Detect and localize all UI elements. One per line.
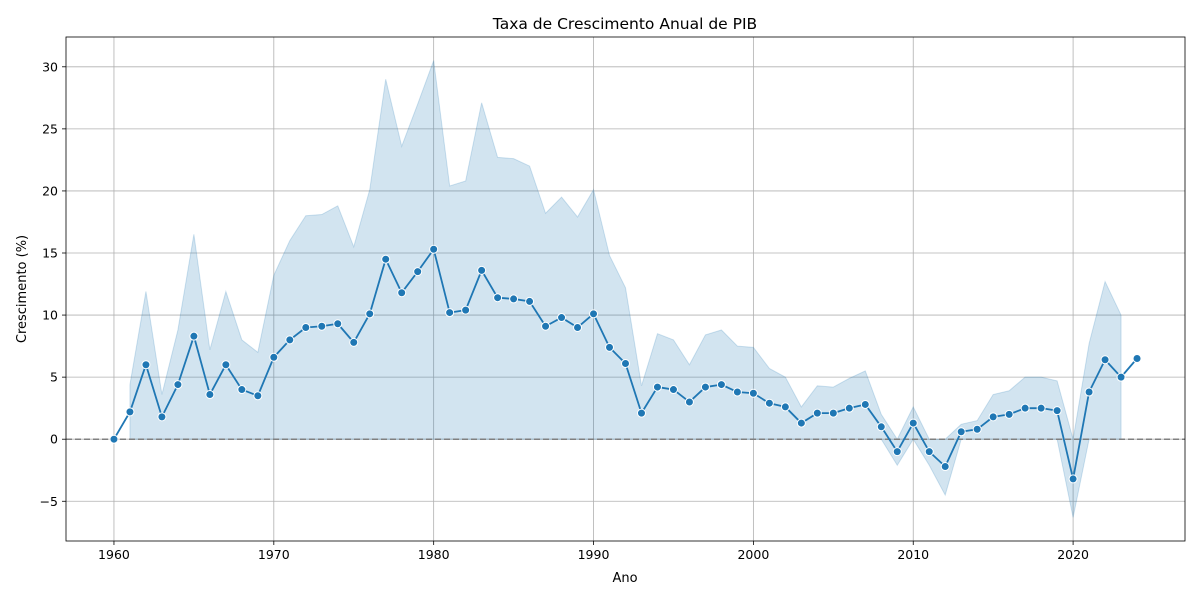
data-point <box>413 267 423 277</box>
data-point <box>1132 354 1142 364</box>
data-point <box>924 447 934 457</box>
x-tick-label: 1970 <box>258 547 290 562</box>
data-point <box>317 321 327 331</box>
data-point <box>509 294 519 304</box>
data-point <box>652 382 662 392</box>
data-point <box>365 309 375 319</box>
data-point <box>269 352 279 362</box>
y-tick-label: 15 <box>42 246 58 261</box>
data-point <box>860 399 870 409</box>
data-point <box>477 265 487 275</box>
data-point <box>956 427 966 437</box>
x-tick-label: 1990 <box>578 547 610 562</box>
data-point <box>557 313 567 323</box>
x-tick-label: 1960 <box>98 547 130 562</box>
data-point <box>668 385 678 395</box>
chart-title: Taxa de Crescimento Anual de PIB <box>492 15 757 33</box>
data-point <box>221 360 231 370</box>
data-point <box>189 331 199 341</box>
data-point <box>876 422 886 432</box>
x-tick-label: 2010 <box>897 547 929 562</box>
series-layer <box>109 244 1142 484</box>
data-point <box>493 293 503 303</box>
data-point <box>253 391 263 401</box>
data-point <box>1052 406 1062 416</box>
data-point <box>605 342 615 352</box>
plot-frame <box>65 36 1186 542</box>
x-axis-label: Ano <box>612 571 637 586</box>
data-point <box>940 462 950 472</box>
data-point <box>285 335 295 345</box>
y-tick-label: 0 <box>50 432 58 447</box>
data-point <box>621 358 630 368</box>
data-point <box>109 434 119 444</box>
data-point <box>780 402 790 412</box>
data-point <box>525 296 535 306</box>
data-point <box>1084 387 1094 397</box>
data-point <box>589 309 599 319</box>
data-point <box>237 385 247 395</box>
data-point <box>573 322 583 332</box>
x-axis-ticks: 1960 1970 1980 1990 2000 2010 2020 <box>98 541 1089 562</box>
data-point <box>988 412 998 422</box>
data-point <box>205 390 215 400</box>
data-point <box>157 412 167 422</box>
data-point <box>972 424 982 434</box>
y-tick-label: 10 <box>42 308 58 323</box>
data-point <box>684 397 694 407</box>
data-point <box>1036 403 1046 413</box>
y-tick-label: 20 <box>42 183 58 198</box>
data-point <box>1100 355 1110 365</box>
y-axis-ticks: −5 0 5 10 15 20 25 30 <box>40 59 66 509</box>
data-point <box>381 254 391 264</box>
data-point <box>1116 372 1126 382</box>
data-point <box>333 319 343 329</box>
data-point <box>1020 403 1030 413</box>
data-point <box>844 403 854 413</box>
data-point <box>397 288 407 298</box>
data-point <box>461 305 471 315</box>
data-point <box>541 321 551 331</box>
y-tick-label: 5 <box>50 370 58 385</box>
data-point <box>636 408 646 418</box>
data-point <box>812 408 822 418</box>
y-tick-label: 30 <box>42 59 58 74</box>
x-tick-label: 1980 <box>418 547 450 562</box>
grid-lines <box>66 37 1185 541</box>
data-point <box>732 387 742 397</box>
y-axis-label: Crescimento (%) <box>15 235 30 343</box>
data-point <box>892 447 902 457</box>
data-point <box>445 308 455 318</box>
data-point <box>748 388 758 398</box>
x-tick-label: 2000 <box>737 547 769 562</box>
data-point <box>828 408 838 418</box>
y-tick-label: 25 <box>42 121 58 136</box>
data-point <box>173 380 183 390</box>
data-point <box>349 337 359 347</box>
data-point <box>716 380 726 390</box>
y-tick-label: −5 <box>40 494 58 509</box>
data-point <box>1004 409 1014 419</box>
data-point <box>1068 474 1078 484</box>
data-point <box>301 322 311 332</box>
data-point <box>908 418 918 428</box>
data-point <box>125 407 135 417</box>
data-point <box>796 418 806 428</box>
data-point <box>700 382 710 392</box>
data-point <box>764 398 774 408</box>
data-point <box>141 360 151 370</box>
x-tick-label: 2020 <box>1057 547 1089 562</box>
data-point <box>429 244 439 254</box>
